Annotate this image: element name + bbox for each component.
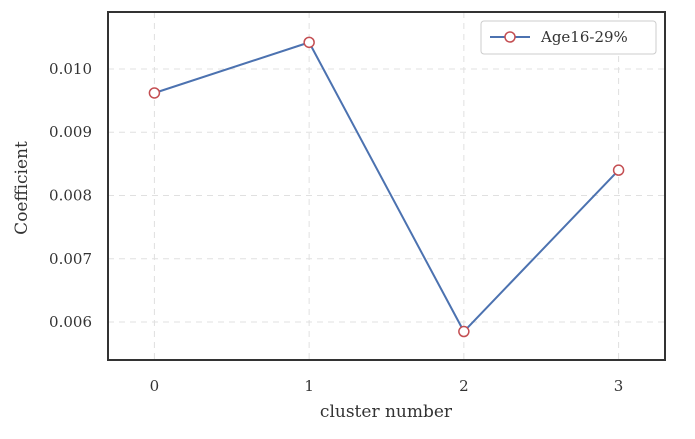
data-point-marker — [303, 36, 315, 49]
y-tick-label: 0.009 — [49, 123, 92, 141]
x-tick-label: 2 — [459, 377, 469, 395]
y-ticks: 0.006 0.007 0.008 0.009 0.010 — [49, 60, 92, 331]
y-tick-label: 0.007 — [49, 250, 92, 268]
data-point-marker — [458, 325, 470, 338]
x-tick-label: 3 — [614, 377, 624, 395]
plot-frame — [107, 11, 666, 361]
series-line — [154, 41, 620, 334]
legend-label: Age16-29% — [540, 28, 628, 46]
legend-marker — [504, 31, 516, 43]
y-tick-label: 0.006 — [49, 313, 92, 331]
x-axis-label: cluster number — [320, 402, 453, 422]
x-tick-label: 0 — [150, 377, 160, 395]
data-point-marker — [148, 87, 161, 99]
grid-lines — [108, 12, 665, 360]
markers-group — [148, 36, 625, 338]
y-tick-label: 0.008 — [49, 186, 92, 204]
x-tick-label: 1 — [304, 377, 314, 395]
data-point-marker — [612, 164, 625, 176]
legend: Age16-29% — [480, 20, 657, 55]
y-tick-label: 0.010 — [49, 60, 92, 78]
y-axis-label: Coefficient — [12, 141, 32, 235]
x-ticks: 0 1 2 3 — [150, 377, 624, 395]
series-line-group — [154, 41, 620, 334]
legend-box — [480, 20, 657, 55]
